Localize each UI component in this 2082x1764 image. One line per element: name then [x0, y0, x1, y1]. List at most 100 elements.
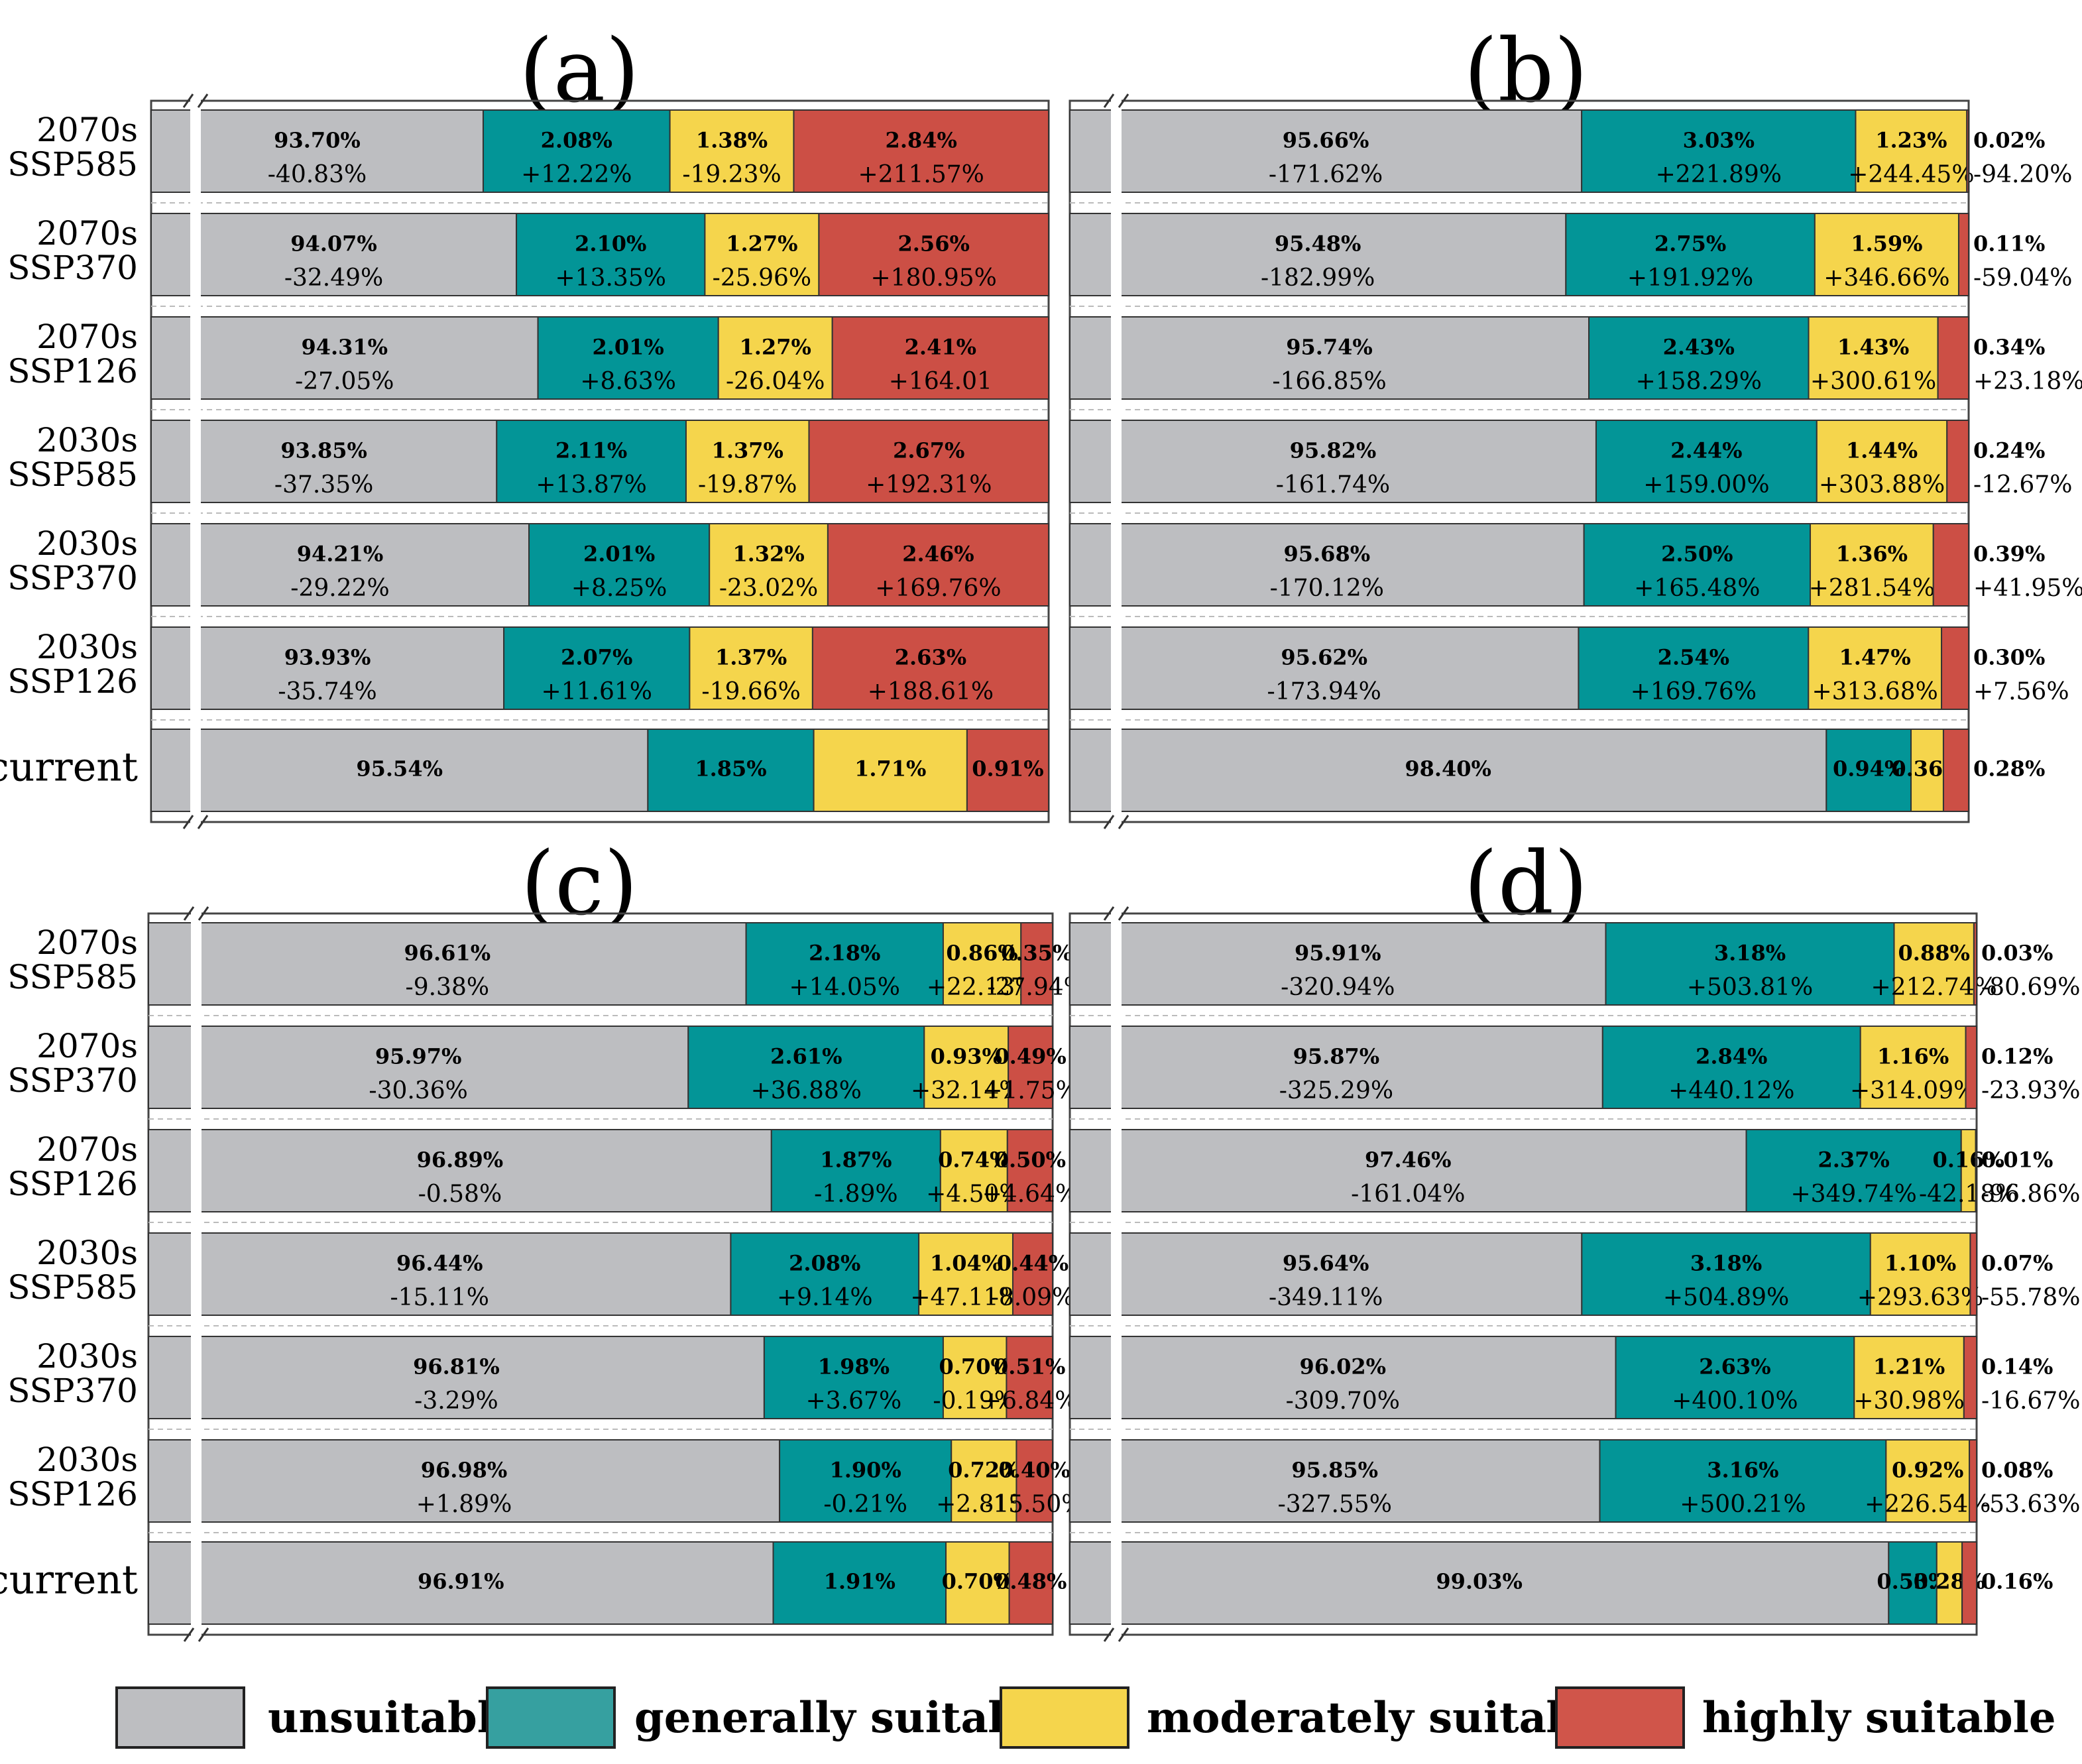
value-label: 2.01% — [592, 335, 664, 360]
break-mark — [1118, 93, 1129, 108]
change-label: +13.35% — [555, 265, 666, 292]
row-label: SSP370 — [7, 1372, 138, 1410]
bar-generally-suitable — [1605, 922, 1895, 1006]
value-label: 0.88% — [1898, 941, 1970, 966]
bar-highly-suitable — [1946, 420, 1969, 503]
break-mark — [1118, 906, 1129, 921]
value-label: 96.98% — [421, 1458, 508, 1483]
value-label: 95.62% — [1281, 645, 1367, 670]
bar-generally-suitable — [1565, 213, 1816, 296]
bar-row: 96.89% -0.58% 1.87% -1.89% 0.74% +4.50% 0.50% +… — [148, 1129, 1078, 1212]
value-label: 1.04% — [930, 1251, 1002, 1276]
change-label: -35.74% — [278, 678, 376, 705]
panel-c: (c) 96.61% -9.38% 2.18% +14.05% 0.86% +22.13% 0… — [0, 833, 1086, 1642]
bar-unsuitable — [1069, 922, 1607, 1006]
value-label: 1.43% — [1837, 335, 1909, 360]
change-label: +7.56% — [1973, 678, 2069, 705]
change-label: -94.20% — [1973, 161, 2072, 188]
bar-highly-suitable — [1937, 316, 1969, 400]
value-label: 0.44% — [997, 1251, 1069, 1276]
value-label: 2.08% — [789, 1251, 860, 1276]
bar-highly-suitable — [1961, 1541, 1978, 1625]
break-mark — [183, 906, 195, 921]
chart-svg: (a) 93.70% -40.83% 2.08% +12.22% 1.38% -19.23%… — [0, 21, 2082, 1642]
value-label: 2.67% — [893, 438, 964, 463]
value-label: 0.70% — [939, 1354, 1011, 1380]
change-label: -325.29% — [1279, 1077, 1393, 1104]
bar-row: 96.44% -15.11% 2.08% +9.14% 1.04% +47.11% 0.44… — [148, 1232, 1075, 1316]
break-mark — [198, 906, 209, 921]
change-label: +400.10% — [1672, 1387, 1798, 1415]
break-mark — [1103, 906, 1115, 921]
panel-title: (d) — [1464, 833, 1588, 935]
value-label: 2.10% — [575, 231, 646, 257]
value-label: 0.50% — [994, 1147, 1066, 1173]
change-label: +6.84% — [982, 1387, 1078, 1415]
break-mark — [1118, 1627, 1129, 1642]
legend-swatch-unsuitable — [115, 1686, 245, 1749]
value-label: 1.37% — [712, 438, 783, 463]
change-label: -8.09% — [991, 1284, 1075, 1311]
value-label: 0.94% — [1833, 756, 1904, 782]
bar-row: 95.68% -170.12% 2.50% +165.48% 1.36% +281.54%… — [1069, 523, 2082, 607]
change-label: -32.49% — [284, 265, 383, 292]
change-label: -309.70% — [1286, 1387, 1400, 1415]
row-label: SSP585 — [7, 145, 138, 184]
change-label: +8.25% — [571, 575, 667, 602]
legend: unsuitable generally suitable moderately… — [0, 1677, 2082, 1757]
bar-row: 93.85% -37.35% 2.11% +13.87% 1.37% -19.87% 2.6… — [150, 420, 1050, 503]
change-label: +158.29% — [1636, 368, 1762, 395]
bar-highly-suitable — [1969, 1232, 1977, 1316]
change-label: -3.29% — [414, 1387, 498, 1415]
change-label: +47.11% — [910, 1284, 1021, 1311]
change-label: +36.88% — [751, 1077, 862, 1104]
bar-unsuitable — [1069, 1336, 1617, 1419]
bar-unsuitable — [148, 1541, 774, 1625]
change-label: +346.66% — [1823, 265, 1949, 292]
bar-generally-suitable — [1745, 1129, 1962, 1212]
panel-a: (a) 93.70% -40.83% 2.08% +12.22% 1.38% -19.23%… — [0, 21, 1050, 829]
change-label: +440.12% — [1668, 1077, 1794, 1104]
break-mark — [1118, 815, 1129, 829]
change-label: -1.89% — [814, 1181, 898, 1208]
change-label: -23.02% — [719, 575, 818, 602]
change-label: +30.98% — [1853, 1387, 1964, 1415]
value-label: 96.61% — [404, 941, 491, 966]
change-label: +1.89% — [416, 1491, 512, 1518]
change-label: -166.85% — [1272, 368, 1386, 395]
bar-moderately-suitable — [1814, 213, 1959, 296]
value-label: 2.44% — [1670, 438, 1742, 463]
value-label: 1.59% — [1851, 231, 1922, 257]
bar-unsuitable — [148, 922, 747, 1006]
value-label: 0.07% — [1981, 1251, 2053, 1276]
change-label: +23.18% — [1973, 368, 2082, 395]
change-label: +500.21% — [1680, 1491, 1806, 1518]
value-label: 1.37% — [715, 645, 787, 670]
bar-row: 96.91% 1.91% 0.70%0.48% — [148, 1541, 1067, 1625]
value-label: 2.54% — [1658, 645, 1729, 670]
change-label: -55.78% — [1981, 1284, 2080, 1311]
change-label: +192.31% — [866, 471, 992, 499]
bar-highly-suitable — [811, 626, 1049, 710]
change-label: +165.48% — [1634, 575, 1760, 602]
bar-generally-suitable — [1615, 1336, 1855, 1419]
change-label: +159.00% — [1643, 471, 1769, 499]
row-label: 2070s — [36, 318, 138, 356]
axis-break — [1111, 911, 1122, 1637]
bar-unsuitable — [1069, 316, 1590, 400]
change-label: -173.94% — [1267, 678, 1381, 705]
value-label: 96.81% — [413, 1354, 500, 1380]
bar-row: 96.61% -9.38% 2.18% +14.05% 0.86% +22.13% 0.35… — [148, 922, 1086, 1006]
value-label: 95.82% — [1290, 438, 1377, 463]
value-label: 96.91% — [418, 1569, 504, 1594]
bar-generally-suitable — [772, 1541, 947, 1625]
change-label: -19.23% — [682, 161, 781, 188]
change-label: +12.22% — [521, 161, 632, 188]
bar-row: 95.66% -171.62% 3.03% +221.89% 1.23% +244.45%… — [1069, 109, 2072, 193]
value-label: 96.44% — [396, 1251, 483, 1276]
bar-moderately-suitable — [813, 729, 968, 812]
change-label: +300.61% — [1810, 368, 1936, 395]
value-label: 2.37% — [1818, 1147, 1889, 1173]
value-label: 2.56% — [898, 231, 970, 257]
bar-unsuitable — [1069, 626, 1580, 710]
